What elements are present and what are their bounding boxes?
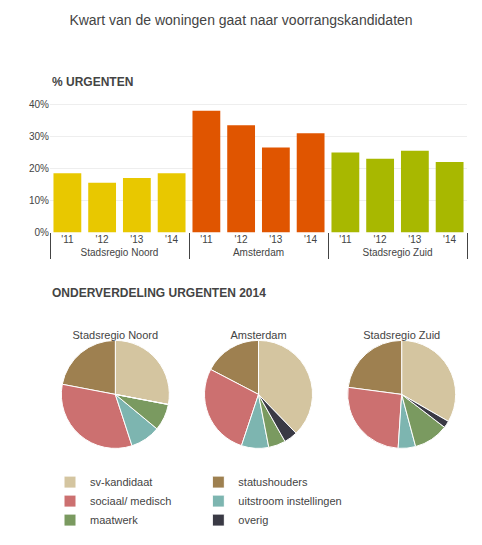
svg-text:'13: '13 (269, 234, 282, 245)
svg-text:'11: '11 (200, 234, 213, 245)
svg-text:maatwerk: maatwerk (90, 514, 138, 526)
svg-text:40%: 40% (29, 99, 49, 110)
svg-text:'12: '12 (374, 234, 387, 245)
svg-text:Amsterdam: Amsterdam (230, 329, 286, 341)
svg-text:0%: 0% (35, 227, 50, 238)
svg-text:'13: '13 (130, 234, 143, 245)
svg-text:overig: overig (238, 514, 268, 526)
svg-text:20%: 20% (29, 163, 49, 174)
svg-text:Stadsregio Noord: Stadsregio Noord (81, 247, 159, 258)
svg-text:'11: '11 (339, 234, 352, 245)
svg-text:'14: '14 (443, 234, 456, 245)
svg-text:'14: '14 (304, 234, 317, 245)
svg-text:uitstroom instellingen: uitstroom instellingen (238, 495, 341, 507)
svg-text:statushouders: statushouders (238, 476, 308, 488)
svg-text:'12: '12 (96, 234, 109, 245)
svg-text:'13: '13 (408, 234, 421, 245)
svg-text:ONDERVERDELING URGENTEN 2014: ONDERVERDELING URGENTEN 2014 (52, 286, 266, 300)
svg-text:'14: '14 (165, 234, 178, 245)
svg-text:Stadsregio Zuid: Stadsregio Zuid (363, 329, 440, 341)
svg-text:'11: '11 (61, 234, 74, 245)
svg-text:10%: 10% (29, 195, 49, 206)
svg-text:Stadsregio Noord: Stadsregio Noord (73, 329, 159, 341)
svg-text:Kwart van de woningen gaat naa: Kwart van de woningen gaat naar voorrang… (69, 12, 412, 28)
svg-text:sv-kandidaat: sv-kandidaat (90, 476, 152, 488)
svg-text:30%: 30% (29, 131, 49, 142)
svg-text:sociaal/ medisch: sociaal/ medisch (90, 495, 171, 507)
svg-text:'12: '12 (235, 234, 248, 245)
svg-text:Amsterdam: Amsterdam (233, 247, 284, 258)
svg-text:% URGENTEN: % URGENTEN (52, 75, 133, 89)
svg-text:Stadsregio Zuid: Stadsregio Zuid (362, 247, 432, 258)
